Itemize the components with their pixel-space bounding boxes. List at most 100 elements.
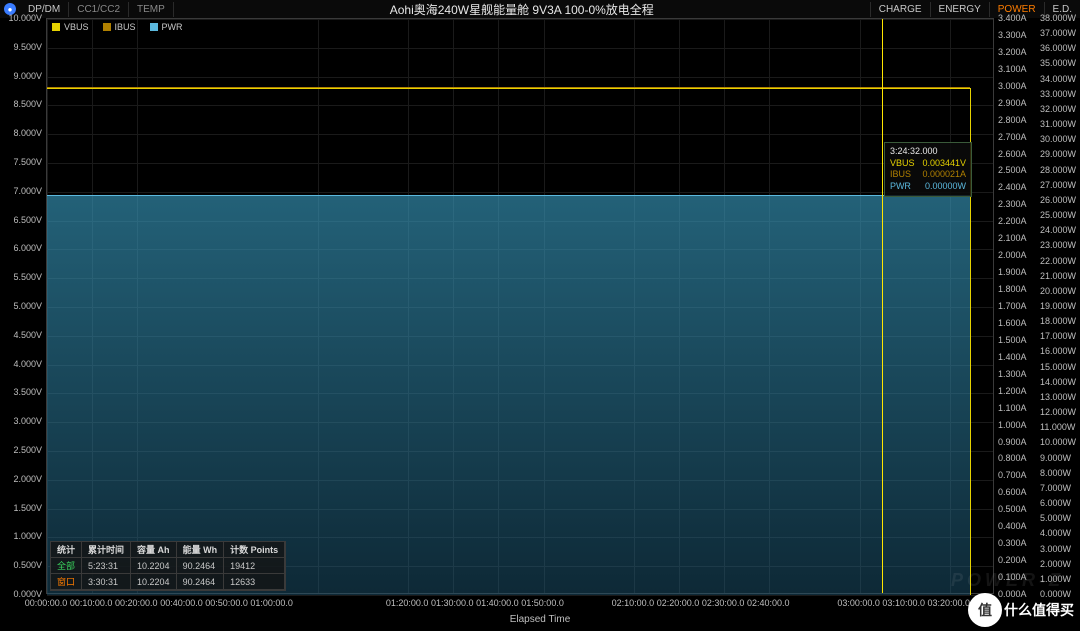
x-tick: 02:30:00.0 [702, 598, 745, 608]
yr2-tick: 24.000W [1040, 225, 1080, 235]
yl-tick: 9.500V [2, 42, 42, 52]
yr2-tick: 13.000W [1040, 392, 1080, 402]
hgrid [47, 134, 993, 135]
stats-row: 窗口3:30:3110.220490.246412633 [51, 574, 285, 590]
yr1-tick: 2.000A [998, 250, 1038, 260]
yr1-tick: 3.400A [998, 13, 1038, 23]
hgrid [47, 48, 993, 49]
page-title: Aohi奥海240W星舰能量舱 9V3A 100-0%放电全程 [174, 1, 870, 18]
yr1-tick: 2.100A [998, 233, 1038, 243]
yr2-tick: 4.000W [1040, 528, 1080, 538]
cursor-line[interactable] [882, 19, 883, 593]
tab-cc1-cc2[interactable]: CC1/CC2 [69, 2, 129, 17]
yl-tick: 5.000V [2, 301, 42, 311]
yr2-tick: 5.000W [1040, 513, 1080, 523]
yr1-tick: 0.700A [998, 470, 1038, 480]
yr2-tick: 29.000W [1040, 149, 1080, 159]
yr1-tick: 2.800A [998, 115, 1038, 125]
legend-label: VBUS [64, 22, 89, 32]
yl-tick: 6.000V [2, 243, 42, 253]
yl-tick: 10.000V [2, 13, 42, 23]
legend-swatch [52, 23, 60, 31]
yr2-tick: 27.000W [1040, 180, 1080, 190]
legend-item-pwr[interactable]: PWR [150, 22, 183, 32]
yr2-tick: 30.000W [1040, 134, 1080, 144]
yr2-tick: 2.000W [1040, 559, 1080, 569]
yr1-tick: 0.400A [998, 521, 1038, 531]
yr2-tick: 3.000W [1040, 544, 1080, 554]
yl-tick: 5.500V [2, 272, 42, 282]
yl-tick: 1.500V [2, 503, 42, 513]
app-root: { "topbar": { "tabs_left": ["DP/DM", "CC… [0, 0, 1080, 631]
yr2-tick: 21.000W [1040, 271, 1080, 281]
yr1-tick: 1.200A [998, 386, 1038, 396]
yr1-tick: 1.900A [998, 267, 1038, 277]
yr2-tick: 16.000W [1040, 346, 1080, 356]
topbar: ● DP/DMCC1/CC2TEMP Aohi奥海240W星舰能量舱 9V3A … [0, 0, 1080, 18]
yr1-tick: 3.300A [998, 30, 1038, 40]
yr2-tick: 14.000W [1040, 377, 1080, 387]
x-tick: 00:20:00.0 [115, 598, 158, 608]
badge-text: 什么值得买 [1004, 600, 1074, 620]
yr1-tick: 2.600A [998, 149, 1038, 159]
x-tick: 01:30:00.0 [431, 598, 474, 608]
yl-tick: 1.000V [2, 531, 42, 541]
yr2-tick: 31.000W [1040, 119, 1080, 129]
yl-tick: 7.500V [2, 157, 42, 167]
yr2-tick: 12.000W [1040, 407, 1080, 417]
yr1-tick: 1.700A [998, 301, 1038, 311]
yr1-tick: 1.800A [998, 284, 1038, 294]
tab-energy[interactable]: ENERGY [930, 2, 989, 17]
yl-tick: 2.000V [2, 474, 42, 484]
yr1-tick: 0.500A [998, 504, 1038, 514]
x-tick: 01:40:00.0 [476, 598, 519, 608]
chart-area[interactable] [46, 18, 994, 594]
plot-canvas [47, 19, 993, 593]
yr1-tick: 0.200A [998, 555, 1038, 565]
yl-tick: 9.000V [2, 71, 42, 81]
yr1-tick: 0.600A [998, 487, 1038, 497]
legend-item-vbus[interactable]: VBUS [52, 22, 89, 32]
yr2-tick: 1.000W [1040, 574, 1080, 584]
yl-tick: 4.500V [2, 330, 42, 340]
x-axis-title: Elapsed Time [0, 614, 1080, 625]
yl-tick: 8.500V [2, 99, 42, 109]
yr2-tick: 22.000W [1040, 256, 1080, 266]
yl-tick: 3.500V [2, 387, 42, 397]
yr2-tick: 11.000W [1040, 422, 1080, 432]
x-tick-cluster: 03:00:00.0 03:10:00.0 03:20:00.0 [837, 598, 970, 608]
legend: VBUS IBUS PWR [52, 22, 183, 32]
yr2-tick: 36.000W [1040, 43, 1080, 53]
badge-icon: 值 [968, 593, 1002, 627]
yr2-tick: 26.000W [1040, 195, 1080, 205]
legend-label: PWR [162, 22, 183, 32]
yr2-tick: 38.000W [1040, 13, 1080, 23]
yr2-tick: 37.000W [1040, 28, 1080, 38]
hgrid [47, 77, 993, 78]
yr1-tick: 2.200A [998, 216, 1038, 226]
series-pwr-fill [47, 195, 970, 595]
yr1-tick: 2.500A [998, 165, 1038, 175]
yr1-tick: 3.000A [998, 81, 1038, 91]
x-tick: 02:20:00.0 [657, 598, 700, 608]
yr1-tick: 1.000A [998, 420, 1038, 430]
x-tick: 00:00:00.0 [25, 598, 68, 608]
hgrid [47, 163, 993, 164]
tooltip-row: VBUS0.003441V [890, 158, 966, 170]
series-vbus [47, 88, 970, 89]
yr2-tick: 34.000W [1040, 74, 1080, 84]
yr1-tick: 1.600A [998, 318, 1038, 328]
series-ibus [47, 87, 970, 88]
hgrid [47, 192, 993, 193]
legend-label: IBUS [115, 22, 136, 32]
tab-temp[interactable]: TEMP [129, 2, 174, 17]
yr1-tick: 0.000A [998, 589, 1038, 599]
legend-item-ibus[interactable]: IBUS [103, 22, 136, 32]
yr2-tick: 8.000W [1040, 468, 1080, 478]
yr1-tick: 3.200A [998, 47, 1038, 57]
yl-tick: 0.500V [2, 560, 42, 570]
yr1-tick: 1.400A [998, 352, 1038, 362]
yr2-tick: 23.000W [1040, 240, 1080, 250]
tab-charge[interactable]: CHARGE [870, 2, 930, 17]
yr2-tick: 0.000W [1040, 589, 1080, 599]
